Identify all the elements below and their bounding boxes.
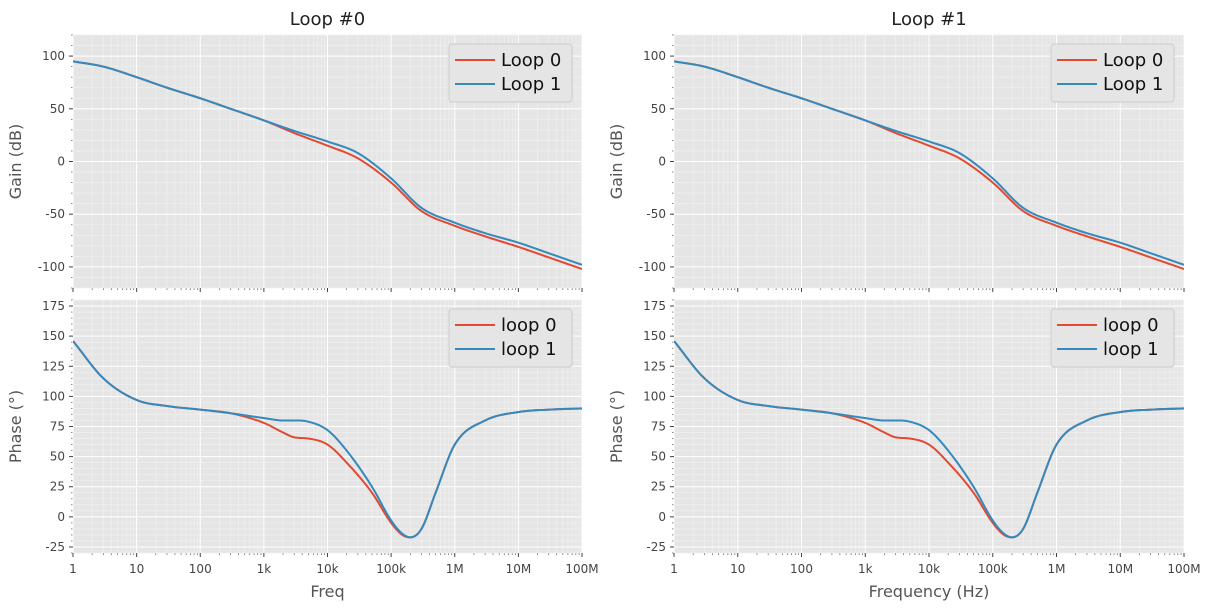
y-tick-label: 175: [42, 299, 65, 313]
y-tick-label: 175: [643, 299, 666, 313]
x-tick-label: 100k: [978, 562, 1008, 576]
x-tick-label: 100M: [565, 562, 598, 576]
y-tick-label: 50: [651, 102, 666, 116]
legend: loop 0 loop 1: [448, 308, 573, 368]
legend-entry-1: loop 1: [1103, 339, 1159, 360]
y-tick-label: 125: [643, 359, 666, 373]
legend-frame: [1050, 308, 1175, 368]
legend-entry-0: Loop 0: [1103, 50, 1163, 71]
x-tick-label: 10k: [316, 562, 338, 576]
x-tick-label: 10: [730, 562, 745, 576]
y-axis-label: Phase (°): [607, 390, 626, 463]
y-axis-label: Phase (°): [6, 390, 25, 463]
legend-entry-0: loop 0: [1103, 315, 1159, 336]
legend: Loop 0 Loop 1: [448, 43, 573, 103]
y-tick-label: 100: [643, 389, 666, 403]
legend-entry-1: Loop 1: [501, 74, 561, 95]
series-line-1: [674, 340, 1184, 539]
y-tick-label: -25: [45, 540, 65, 554]
x-axis-label: Frequency (Hz): [869, 582, 990, 601]
x-tick-label: 1k: [257, 562, 272, 576]
y-tick-label: 0: [57, 510, 65, 524]
chart-0: 100 50 0 -50 -100 Loop 0 Loop 1 Loop #0 Gain (dB…: [6, 9, 583, 292]
y-tick-label: 0: [658, 510, 666, 524]
x-tick-label: 10M: [506, 562, 532, 576]
y-tick-label: 25: [50, 480, 65, 494]
y-tick-label: -100: [38, 260, 65, 274]
x-tick-label: 10k: [918, 562, 940, 576]
y-tick-label: 150: [643, 329, 666, 343]
y-tick-label: 50: [651, 450, 666, 464]
x-tick-label: 10: [129, 562, 144, 576]
y-tick-label: 50: [50, 102, 65, 116]
y-tick-label: 100: [643, 49, 666, 63]
x-tick-label: 10M: [1107, 562, 1133, 576]
series-line-1: [674, 60, 1184, 266]
y-tick-label: 100: [42, 389, 65, 403]
legend-frame: [448, 43, 573, 103]
y-axis-label: Gain (dB): [607, 124, 626, 200]
legend-entry-1: Loop 1: [1103, 74, 1163, 95]
chart-2: 175 150 125 100 75 50 25 0 -25 1 10 100 1k 10k 100k 1M 1…: [6, 299, 599, 601]
y-tick-label: -25: [646, 540, 666, 554]
x-tick-label: 100: [790, 562, 813, 576]
y-tick-label: 100: [42, 49, 65, 63]
x-tick-label: 1M: [446, 562, 464, 576]
y-tick-label: 50: [50, 450, 65, 464]
x-tick-label: 100: [189, 562, 212, 576]
x-tick-label: 1M: [1048, 562, 1066, 576]
legend-entry-0: Loop 0: [501, 50, 561, 71]
y-tick-label: 0: [57, 155, 65, 169]
x-tick-label: 1: [69, 562, 77, 576]
y-tick-label: 150: [42, 329, 65, 343]
y-tick-label: 125: [42, 359, 65, 373]
x-tick-label: 1k: [858, 562, 873, 576]
legend-entry-1: loop 1: [501, 339, 557, 360]
legend: loop 0 loop 1: [1050, 308, 1175, 368]
legend-frame: [1050, 43, 1175, 103]
y-tick-label: -50: [45, 207, 65, 221]
legend-frame: [448, 308, 573, 368]
y-tick-label: 75: [651, 420, 666, 434]
y-tick-label: -100: [639, 260, 666, 274]
legend-entry-0: loop 0: [501, 315, 557, 336]
chart-title: Loop #0: [290, 9, 365, 30]
legend: Loop 0 Loop 1: [1050, 43, 1175, 103]
series-line-1: [73, 340, 582, 539]
chart-title: Loop #1: [891, 9, 966, 30]
y-axis-label: Gain (dB): [6, 124, 25, 200]
x-axis-label: Freq: [310, 582, 344, 601]
x-tick-label: 1: [670, 562, 678, 576]
series-line-1: [73, 60, 582, 266]
y-tick-label: 0: [658, 155, 666, 169]
y-tick-label: -50: [646, 207, 666, 221]
x-tick-label: 100M: [1167, 562, 1200, 576]
y-tick-label: 25: [651, 480, 666, 494]
x-tick-label: 100k: [376, 562, 406, 576]
chart-1: 100 50 0 -50 -100 Loop 0 Loop 1 Loop #1 Gain (dB…: [607, 9, 1185, 292]
chart-3: 175 150 125 100 75 50 25 0 -25 1 10 100 1k 10k 100k 1M 1…: [607, 299, 1201, 601]
y-tick-label: 75: [50, 420, 65, 434]
